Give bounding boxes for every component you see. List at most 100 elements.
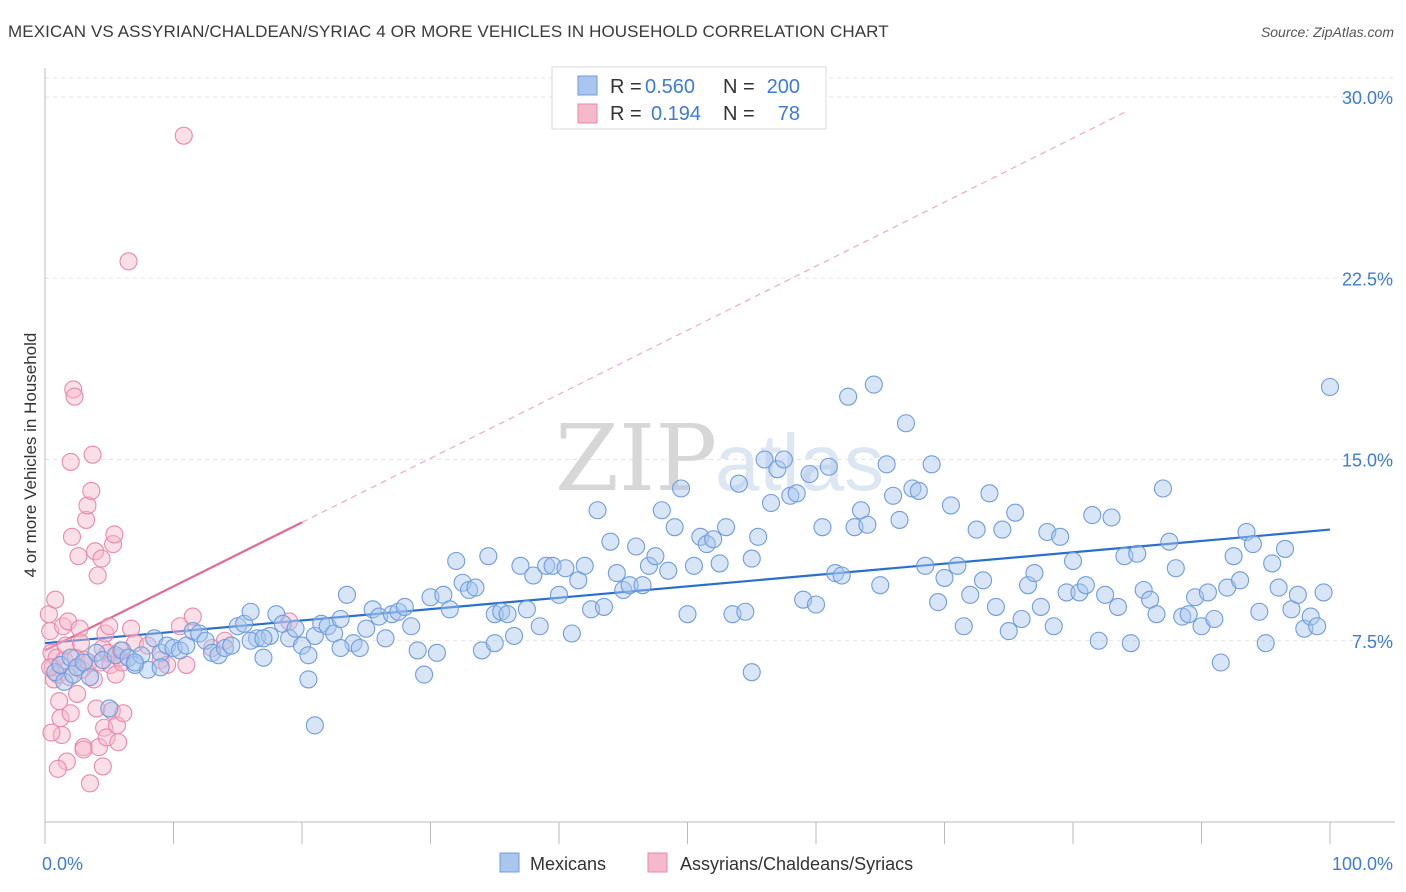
assyrians-point-36	[86, 542, 105, 561]
mexicans-point-104	[704, 530, 723, 549]
legend-n-value-2: 78	[778, 103, 800, 125]
mexicans-point-111	[749, 527, 768, 546]
mexicans-point-143	[954, 617, 973, 636]
mexicans-point-74	[511, 556, 530, 575]
assyrians-point-60	[122, 619, 141, 638]
assyrians-point-14	[57, 752, 76, 771]
mexicans-point-197	[1301, 607, 1320, 626]
legend-swatch-mexicans	[577, 75, 598, 96]
mexicans-point-100	[678, 605, 697, 624]
mexicans-point-178	[1179, 605, 1198, 624]
bottom-legend-assyrians: Assyrians/Chaldeans/Syriacs	[680, 854, 913, 874]
mexicans-point-141	[941, 496, 960, 515]
mexicans-point-84	[575, 556, 594, 575]
mexicans-point-200	[1320, 377, 1340, 397]
x-tick-label-0: 0.0%	[42, 854, 83, 874]
mexicans-point-106	[716, 518, 736, 537]
mexicans-point-145	[967, 520, 986, 539]
assyrians-point-58	[114, 704, 133, 723]
mexicans-point-157	[1044, 617, 1063, 636]
source-label: Source: ZipAtlas.com	[1260, 24, 1394, 40]
assyrians-point-30	[78, 496, 97, 515]
mexicans-point-208	[742, 663, 761, 682]
mexicans-point-108	[729, 474, 748, 493]
mexicans-point-59	[415, 665, 434, 684]
mexicans-point-167	[1108, 597, 1128, 616]
assyrians-point-22	[68, 684, 87, 703]
assyrians-point-76	[93, 757, 112, 776]
mexicans-point-50	[357, 619, 376, 638]
assyrians-point-18	[62, 527, 82, 546]
mexicans-point-189	[1250, 602, 1269, 621]
mexicans-point-77	[530, 617, 549, 636]
mexicans-point-49	[350, 638, 369, 658]
mexicans-trend-line	[44, 528, 1331, 645]
mexicans-point-181	[1198, 583, 1217, 602]
mexicans-point-98	[665, 518, 684, 537]
assyrians-points	[39, 126, 299, 793]
mexicans-point-207	[485, 634, 504, 653]
mexicans-point-138	[922, 455, 941, 474]
y-axis-label: 4 or more Vehicles in Household	[21, 333, 40, 578]
bottom-legend-swatch-mexicans	[499, 852, 520, 873]
mexicans-point-209	[305, 716, 324, 735]
mexicans-point-170	[1128, 544, 1147, 563]
mexicans-point-161	[1070, 583, 1089, 602]
mexicans-point-112	[755, 450, 774, 469]
mexicans-point-99	[672, 479, 691, 498]
mexicans-point-7	[80, 667, 100, 687]
assyrians-point-67	[174, 126, 193, 145]
legend-swatch-assyrians	[577, 103, 598, 124]
mexicans-point-150	[999, 622, 1018, 641]
assyrians-point-24	[70, 619, 89, 638]
mexicans-point-152	[1012, 609, 1031, 629]
mexicans-point-117	[787, 484, 806, 503]
mexicans-point-190	[1256, 634, 1275, 653]
watermark-zip: ZIP	[555, 405, 717, 512]
mexicans-point-155	[1031, 597, 1050, 616]
assyrians-point-37	[87, 699, 106, 718]
mexicans-point-113	[761, 493, 781, 513]
mexicans-point-115	[774, 450, 793, 469]
mexicans-point-87	[594, 597, 614, 616]
mexicans-point-53	[376, 629, 395, 648]
assyrians-point-72	[42, 723, 61, 742]
assyrians-point-19	[64, 380, 83, 399]
axes	[44, 68, 1395, 844]
mexicans-point-203	[125, 653, 144, 672]
mexicans-points	[46, 375, 1340, 735]
mexicans-point-120	[806, 595, 826, 614]
mexicans-point-95	[646, 547, 665, 566]
mexicans-point-158	[1051, 527, 1070, 546]
mexicans-point-86	[588, 501, 607, 520]
assyrians-point-29	[77, 510, 96, 529]
assyrians-point-41	[92, 549, 111, 568]
mexicans-point-139	[929, 593, 948, 612]
legend-r-value-1: 0.560	[645, 76, 695, 98]
mexicans-point-61	[427, 643, 446, 662]
mexicans-point-122	[819, 457, 838, 476]
assyrians-point-39	[89, 738, 109, 757]
mexicans-point-148	[986, 597, 1005, 616]
assyrians-point-17	[61, 452, 80, 471]
y-tick-label-3: 30.0%	[1342, 88, 1393, 108]
mexicans-point-160	[1063, 551, 1083, 571]
mexicans-point-91	[620, 576, 639, 595]
mexicans-point-128	[858, 515, 877, 534]
mexicans-point-121	[813, 518, 832, 537]
mexicans-point-58	[408, 641, 427, 660]
legend-r-label-1: R =	[610, 76, 642, 98]
assyrians-point-45	[97, 728, 116, 747]
mexicans-point-144	[961, 585, 980, 604]
mexicans-point-186	[1231, 571, 1250, 590]
mexicans-point-182	[1205, 609, 1224, 629]
mexicans-point-171	[1134, 580, 1153, 600]
mexicans-point-97	[659, 561, 678, 580]
mexicans-point-137	[916, 556, 935, 575]
mexicans-point-72	[498, 605, 517, 624]
mexicans-point-166	[1102, 508, 1121, 527]
mexicans-point-56	[395, 597, 414, 616]
mexicans-point-125	[839, 387, 858, 406]
legend-box	[551, 66, 827, 130]
